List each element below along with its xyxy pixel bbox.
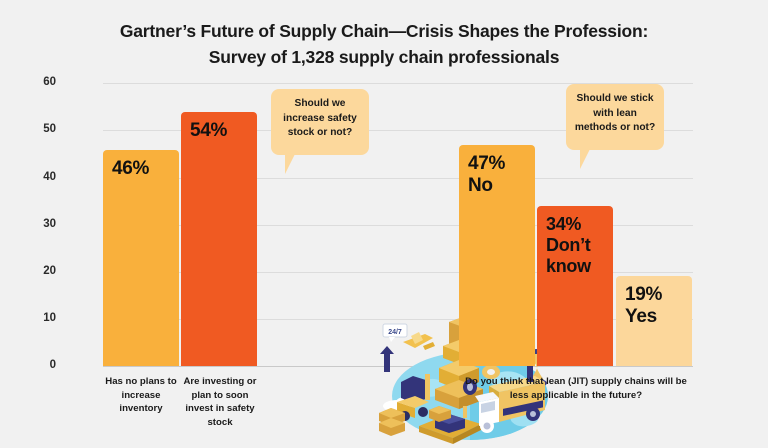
- bar-no[interactable]: 47% No: [459, 145, 535, 366]
- page-title: Gartner’s Future of Supply Chain—Crisis …: [0, 18, 768, 70]
- bar-label-34: 34% Don’t know: [546, 214, 609, 277]
- category-label-has-no-plans: Has no plans to increase inventory: [105, 376, 177, 414]
- bar-label-19-pct: 19%: [625, 284, 663, 305]
- y-tick-60: 60: [43, 76, 56, 88]
- y-tick-30: 30: [43, 218, 56, 230]
- gridline-10: [103, 319, 693, 320]
- callout-lean-methods: Should we stick with lean methods or not…: [566, 84, 664, 169]
- gridline-20: [103, 272, 693, 273]
- gridline-60: [103, 83, 693, 84]
- bar-label-46: 46%: [112, 158, 150, 179]
- callout-tail-icon: [580, 149, 590, 169]
- x-axis-baseline: [103, 366, 693, 367]
- bar-are-investing[interactable]: 54%: [181, 112, 257, 366]
- bar-label-47: 47% No: [468, 153, 531, 197]
- svg-text:24/7: 24/7: [388, 329, 402, 336]
- bar-label-54: 54%: [190, 120, 228, 141]
- gridline-40: [103, 178, 693, 179]
- y-tick-20: 20: [43, 265, 56, 277]
- bar-label-47-word: No: [468, 175, 493, 196]
- title-line-2: Survey of 1,328 supply chain professiona…: [208, 47, 560, 67]
- y-tick-10: 10: [43, 312, 56, 324]
- bar-label-34-line1: Don’t: [546, 235, 591, 255]
- callout-safety-stock-text: Should we increase safety stock or not?: [283, 98, 357, 138]
- bar-label-34-pct: 34%: [546, 214, 582, 234]
- bar-label-19: 19% Yes: [625, 284, 688, 328]
- y-tick-50: 50: [43, 123, 56, 135]
- y-tick-40: 40: [43, 171, 56, 183]
- callout-lean-methods-text: Should we stick with lean methods or not…: [574, 93, 656, 133]
- title-line-1: Gartner’s Future of Supply Chain—Crisis …: [119, 21, 649, 41]
- y-tick-0: 0: [49, 359, 56, 371]
- bar-label-34-line2: know: [546, 256, 591, 276]
- bar-label-19-word: Yes: [625, 306, 657, 327]
- bar-has-no-plans[interactable]: 46%: [103, 150, 179, 366]
- gridline-50: [103, 130, 693, 131]
- bar-dont-know[interactable]: 34% Don’t know: [537, 206, 613, 366]
- category-label-lean-jit-question: Do you think that lean (JIT) supply chai…: [465, 376, 687, 401]
- callout-safety-stock: Should we increase safety stock or not?: [271, 89, 369, 174]
- bar-label-47-pct: 47%: [468, 153, 506, 174]
- callout-tail-icon: [285, 154, 295, 174]
- category-label-are-investing: Are investing or plan to soon invest in …: [183, 376, 257, 428]
- gridline-30: [103, 225, 693, 226]
- bar-yes[interactable]: 19% Yes: [616, 276, 692, 366]
